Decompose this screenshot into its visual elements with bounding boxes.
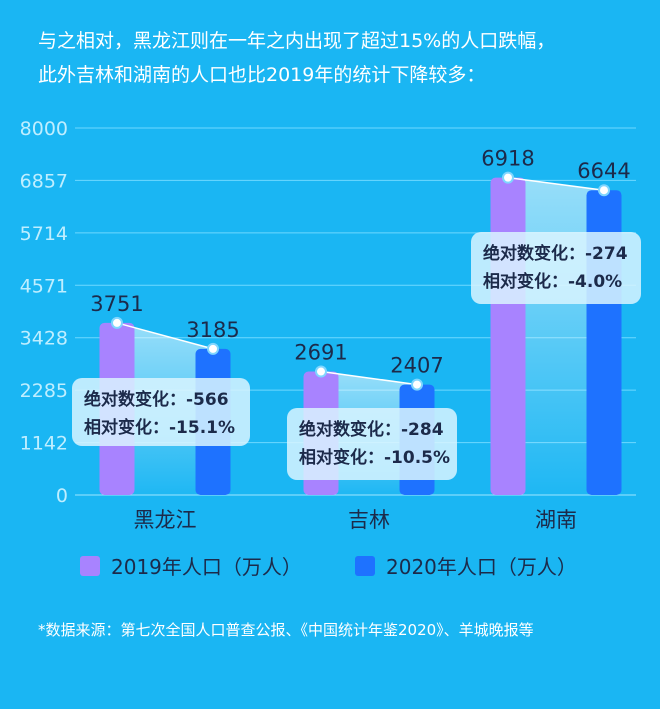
value-dot-2019 [315, 365, 327, 378]
data-source-note: *数据来源：第七次全国人口普查公报、《中国统计年鉴2020》、羊城晚报等 [38, 621, 534, 639]
data-label-2020: 2407 [390, 354, 443, 378]
y-tick-label: 3428 [20, 328, 68, 350]
y-tick-label: 2285 [20, 380, 68, 402]
intro-line-2: 此外吉林和湖南的人口也比2019年的统计下降较多： [38, 64, 486, 86]
value-dot-2020 [598, 184, 610, 197]
y-tick-label: 8000 [20, 118, 68, 140]
change-connector-line [320, 370, 418, 386]
y-tick-label: 4571 [20, 275, 68, 297]
x-category-label: 湖南 [535, 508, 577, 532]
y-tick-label: 0 [56, 485, 68, 507]
callout-absolute-change: 绝对数变化：-284 [299, 419, 444, 440]
value-dot-2020 [411, 378, 423, 391]
callout-relative-change: 相对变化：-15.1% [84, 417, 235, 438]
y-tick-label: 6857 [20, 170, 68, 192]
value-dot-2020 [207, 342, 219, 355]
legend-label: 2019年人口（万人） [111, 555, 302, 579]
callout-box [287, 408, 457, 480]
data-label-2019: 2691 [294, 341, 347, 365]
callout-box [72, 378, 250, 446]
data-label-2020: 6644 [577, 159, 630, 183]
value-dot-2019 [502, 171, 514, 184]
callout-relative-change: 相对变化：-10.5% [299, 447, 450, 468]
legend-label: 2020年人口（万人） [386, 555, 577, 579]
callout-absolute-change: 绝对数变化：-566 [84, 389, 229, 410]
callout-absolute-change: 绝对数变化：-274 [483, 243, 628, 264]
data-label-2019: 3751 [90, 292, 143, 316]
data-label-2019: 6918 [481, 147, 534, 171]
y-tick-label: 1142 [20, 433, 68, 455]
data-label-2020: 3185 [186, 318, 239, 342]
intro-line-1: 与之相对，黑龙江则在一年之内出现了超过15%的人口跌幅， [38, 30, 556, 52]
value-dot-2019 [111, 316, 123, 329]
callout-box [471, 232, 641, 304]
callout-relative-change: 相对变化：-4.0% [483, 271, 622, 292]
y-tick-label: 5714 [20, 223, 68, 245]
intro-text: 与之相对，黑龙江则在一年之内出现了超过15%的人口跌幅， 此外吉林和湖南的人口也… [38, 24, 648, 92]
change-callouts: 绝对数变化：-566 相对变化：-15.1% 绝对数变化：-284 相对变化：-10.… [72, 232, 641, 480]
x-category-label: 吉林 [348, 508, 390, 532]
x-category-label: 黑龙江 [134, 508, 197, 532]
y-axis-ticks: 0 1142 2285 3428 4571 5714 6857 8000 [20, 118, 68, 507]
bar-2019 [490, 177, 526, 495]
legend-swatch [80, 556, 100, 576]
x-axis-labels: 黑龙江 吉林 湖南 [134, 508, 578, 532]
legend-swatch [355, 556, 375, 576]
change-connector-line [116, 322, 214, 350]
change-connector-line [507, 176, 605, 191]
legend: 2019年人口（万人） 2020年人口（万人） [80, 555, 577, 579]
